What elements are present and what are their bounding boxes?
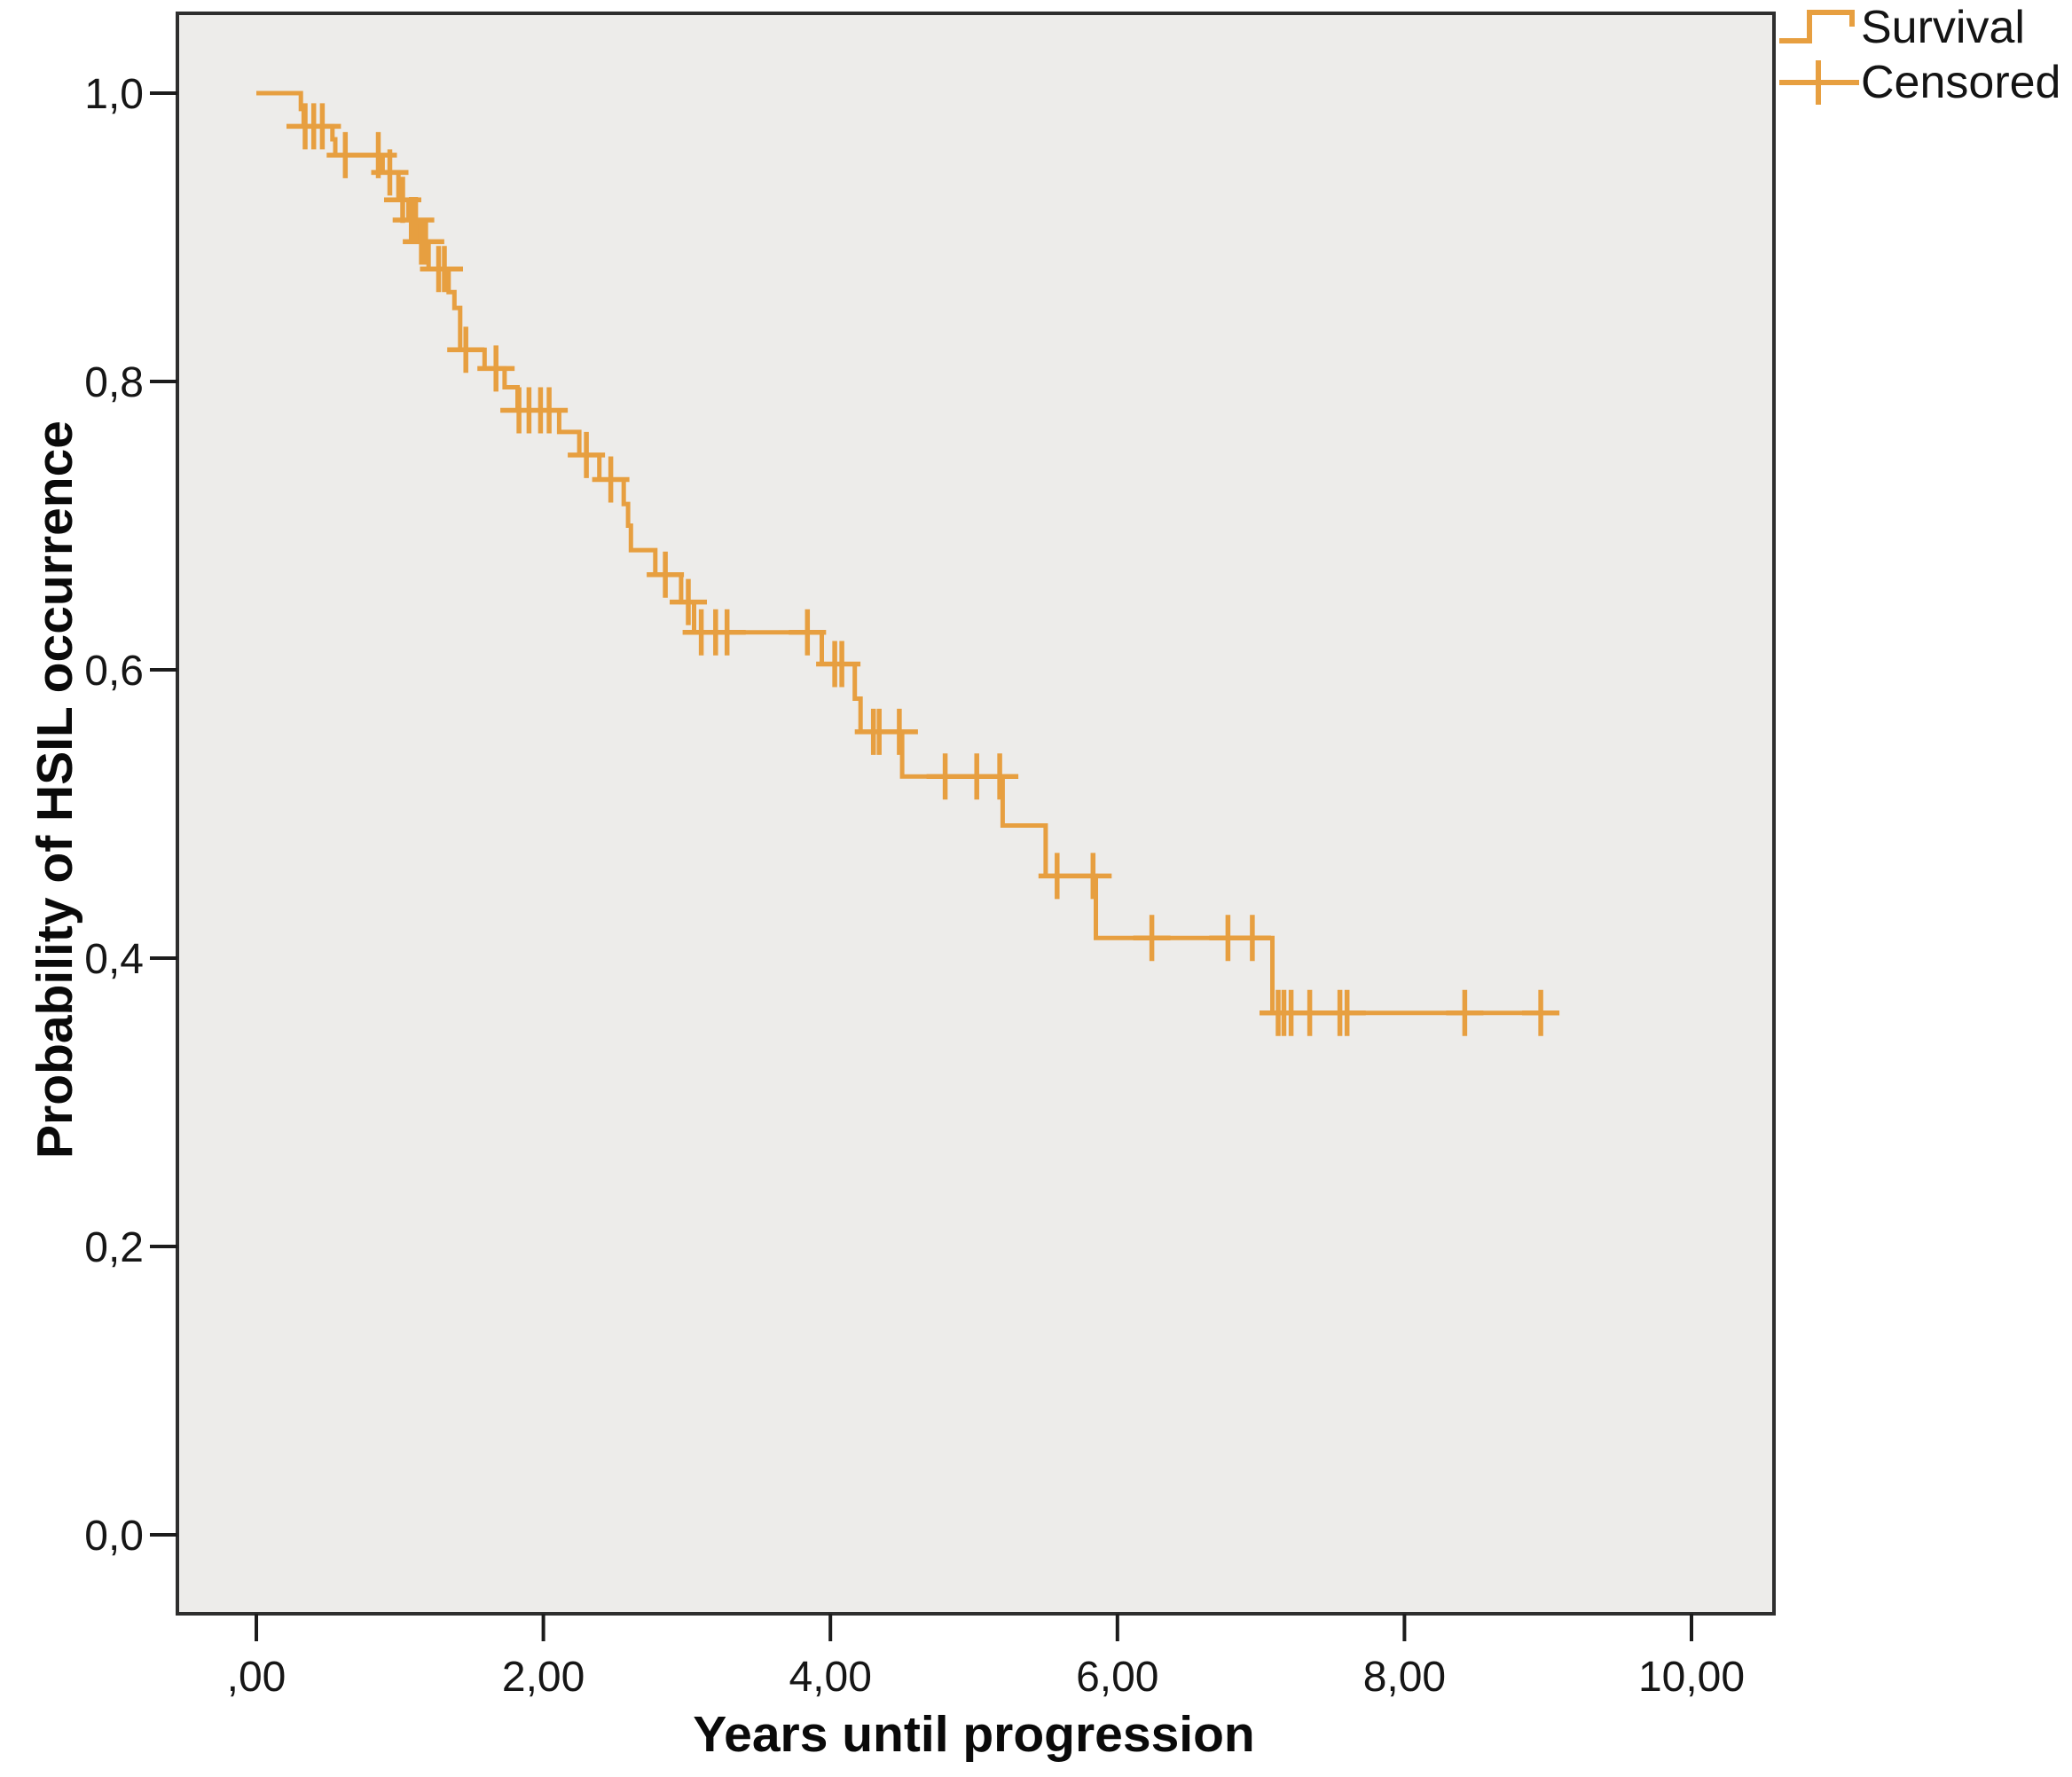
x-tick-label: 4,00 (789, 1654, 871, 1701)
y-tick-label: 0,2 (84, 1224, 144, 1271)
x-tick-label: 8,00 (1363, 1654, 1446, 1701)
legend-item-censored: Censored (1778, 55, 2060, 110)
x-tick-label: 10,00 (1638, 1654, 1745, 1701)
step-line-icon (1779, 10, 1855, 43)
x-axis-title: Years until progression (693, 1706, 1255, 1763)
y-tick-label: 0,0 (84, 1513, 144, 1560)
y-axis-title: Probability of HSIL occurrence (27, 421, 83, 1159)
plus-icon (1779, 60, 1859, 105)
plot-area (177, 13, 1774, 1614)
x-tick-label: 2,00 (502, 1654, 585, 1701)
legend-item-survival: Survival (1778, 0, 2060, 55)
plot-frame (176, 12, 1776, 1616)
legend: Survival Censored (1778, 0, 2060, 110)
y-tick-label: 1,0 (84, 71, 144, 118)
x-tick-label: ,00 (227, 1654, 286, 1701)
legend-label-censored: Censored (1861, 57, 2061, 108)
x-tick-label: 6,00 (1076, 1654, 1158, 1701)
y-tick-label: 0,6 (84, 648, 144, 695)
y-tick-label: 0,8 (84, 359, 144, 406)
y-tick-label: 0,4 (84, 936, 144, 983)
censored-marks (286, 103, 1560, 1036)
legend-label-survival: Survival (1861, 2, 2025, 53)
